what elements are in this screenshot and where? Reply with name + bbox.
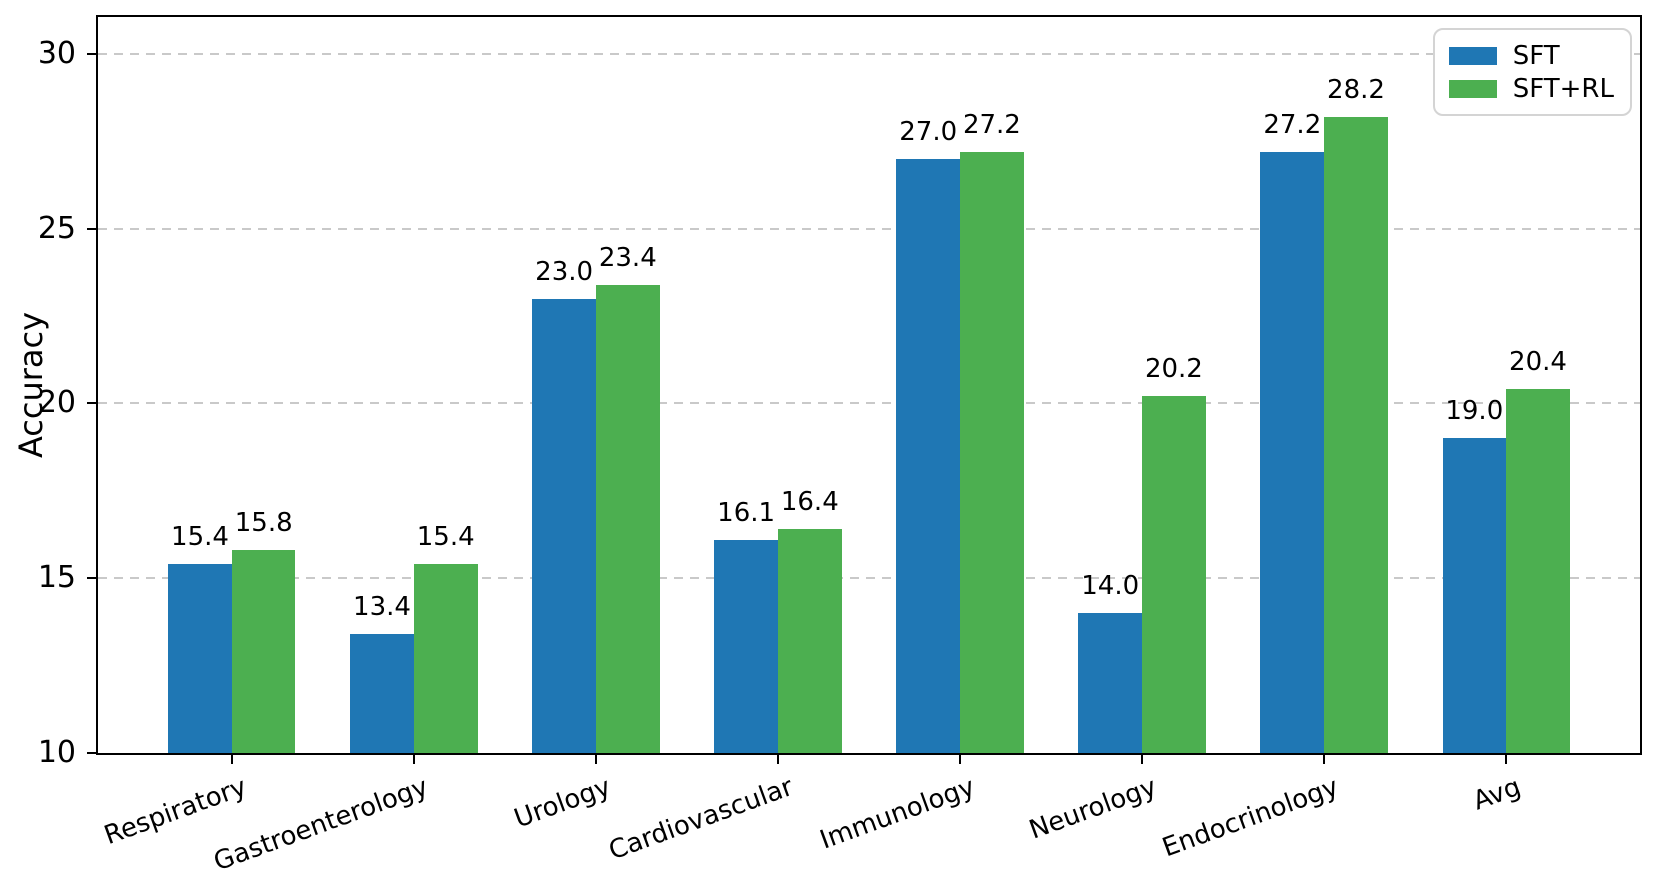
bar-sft-rl	[1324, 116, 1388, 753]
y-tick-mark	[87, 52, 96, 55]
bar-value-label: 15.4	[171, 522, 229, 553]
x-tick-mark	[1323, 755, 1326, 764]
bar-sft-rl	[778, 529, 842, 753]
bar-value-label: 23.0	[535, 256, 594, 287]
bar-sft-rl	[1142, 396, 1206, 753]
y-tick-mark	[87, 227, 96, 230]
bar-sft-rl	[413, 564, 478, 753]
bar-value-label: 15.8	[234, 508, 293, 539]
x-tick-mark	[412, 755, 415, 764]
plot-area: SFT SFT+RL 15.4 15.8 13.4 15.4 23.0 23.4 16.1 16…	[96, 15, 1642, 755]
x-tick-label: Neurology	[1025, 771, 1161, 846]
bar-sft	[532, 298, 596, 753]
gridline	[98, 402, 1640, 405]
bar-sft	[1442, 438, 1507, 753]
legend-swatch-sft-rl	[1448, 79, 1497, 98]
bar-value-label: 23.4	[598, 242, 657, 273]
x-tick-label: Avg	[1469, 771, 1525, 817]
bar-sft-rl	[960, 151, 1024, 753]
bar-value-label: 27.2	[1263, 109, 1322, 140]
bar-sft-rl	[1506, 389, 1570, 753]
x-tick-label: Immunology	[815, 771, 979, 856]
bar-sft	[896, 158, 960, 753]
bar-value-label: 19.0	[1445, 396, 1504, 427]
bar-sft-rl	[595, 284, 660, 753]
legend-row: SFT	[1448, 39, 1614, 72]
bar-value-label: 20.2	[1144, 354, 1203, 385]
x-tick-mark	[1505, 755, 1508, 764]
bar-value-label: 28.2	[1327, 74, 1385, 105]
x-tick-label: Respiratory	[100, 771, 251, 852]
x-tick-mark	[1141, 755, 1144, 764]
bar-value-label: 27.2	[962, 109, 1021, 140]
bar-sft-rl	[231, 550, 296, 753]
legend-swatch-sft	[1448, 46, 1497, 65]
bar-value-label: 27.0	[899, 116, 958, 147]
y-tick-mark	[87, 752, 96, 754]
gridline	[98, 52, 1640, 55]
bar-sft	[1260, 151, 1325, 753]
legend: SFT SFT+RL	[1432, 28, 1632, 116]
legend-label: SFT+RL	[1512, 73, 1614, 104]
bar-sft	[1078, 613, 1143, 753]
y-tick-mark	[87, 577, 96, 580]
bar-value-label: 16.4	[780, 487, 839, 518]
x-tick-label: Endocrinology	[1158, 771, 1343, 864]
bar-value-label: 16.1	[717, 497, 776, 528]
bar-value-label: 15.4	[416, 522, 475, 553]
x-tick-mark	[594, 755, 597, 764]
gridline	[98, 227, 1640, 230]
x-tick-label: Cardiovascular	[604, 771, 797, 867]
x-tick-mark	[230, 755, 233, 764]
y-tick-label: 25	[37, 210, 76, 246]
y-tick-label: 15	[37, 560, 76, 596]
bar-sft	[714, 539, 778, 753]
bar-value-label: 20.4	[1509, 347, 1567, 378]
y-tick-mark	[87, 402, 96, 405]
x-tick-mark	[959, 755, 961, 764]
bar-sft	[168, 564, 232, 753]
legend-label: SFT	[1512, 40, 1560, 71]
y-tick-label: 30	[37, 35, 76, 71]
y-tick-label: 20	[37, 385, 76, 421]
bar-sft	[350, 634, 414, 753]
x-tick-label: Urology	[510, 771, 615, 835]
legend-row: SFT+RL	[1448, 72, 1614, 105]
y-tick-label: 10	[37, 735, 76, 770]
bar-value-label: 13.4	[353, 592, 411, 623]
x-tick-mark	[777, 755, 779, 764]
gridline	[98, 577, 1640, 580]
bar-value-label: 14.0	[1081, 571, 1140, 602]
